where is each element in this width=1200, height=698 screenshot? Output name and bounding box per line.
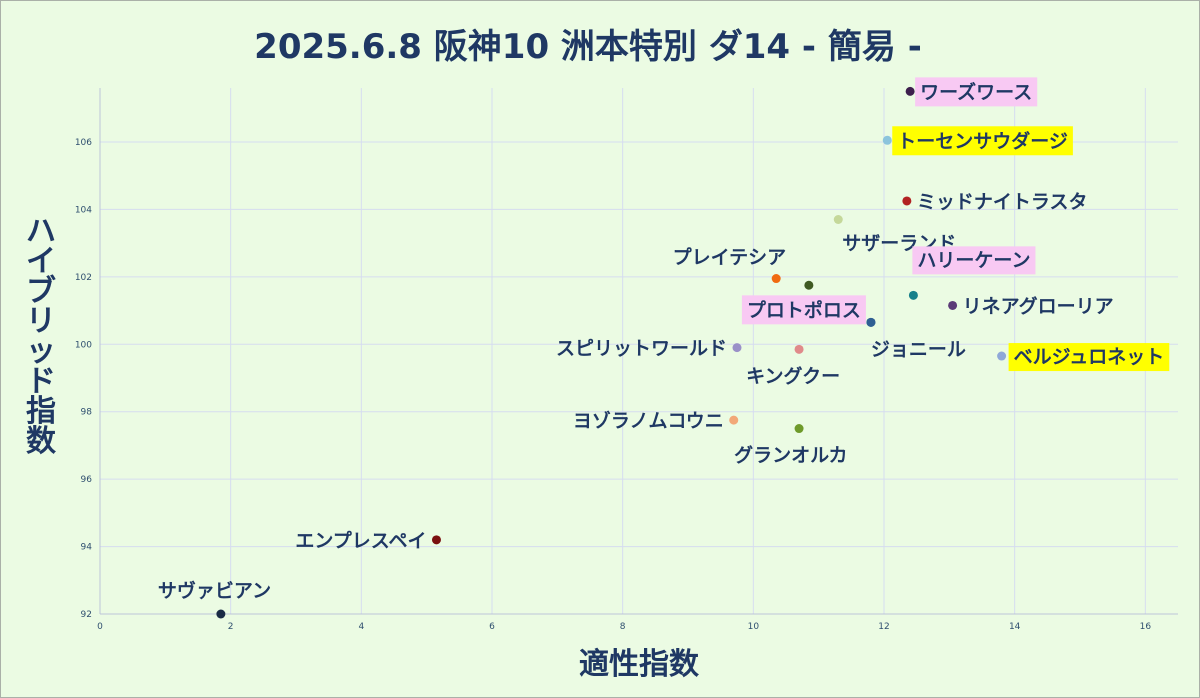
point-label: ジョニール <box>871 338 966 360</box>
label-highlight <box>915 77 1038 107</box>
point-label: リネアグローリア <box>963 294 1114 317</box>
point-label: ベルジュロネット <box>1014 346 1165 368</box>
x-tick-label: 16 <box>1140 622 1152 632</box>
y-tick-label: 102 <box>75 273 92 283</box>
y-tick-label: 106 <box>75 138 92 148</box>
point-label-group: ワーズワース <box>915 77 1038 107</box>
y-tick-label: 104 <box>75 205 92 215</box>
data-point <box>729 415 739 425</box>
label-highlight <box>912 246 1036 275</box>
point-label-group: サヴァビアン <box>158 579 271 602</box>
point-label: プレイテシア <box>673 246 787 269</box>
data-point <box>905 86 915 96</box>
data-point <box>794 424 804 434</box>
y-tick-label: 92 <box>81 610 92 620</box>
data-point <box>902 196 912 206</box>
chart-title: 2025.6.8 阪神10 洲本特別 ダ14 - 簡易 - <box>254 27 922 67</box>
tick-labels: 0 2 4 6 8 10 12 14 16 92 94 96 98 100 102 104 106 <box>75 138 1152 632</box>
point-label-group: スピリットワールド <box>556 338 727 360</box>
point-label-group: プレイテシア <box>673 246 787 269</box>
point-label: サヴァビアン <box>158 579 271 602</box>
x-tick-label: 14 <box>1009 622 1021 632</box>
point-label: ミッドナイトラスタ <box>917 191 1088 213</box>
label-highlight <box>892 126 1073 156</box>
x-tick-label: 8 <box>620 622 626 632</box>
point-label-group: ベルジュロネット <box>1008 343 1170 372</box>
point-label: キングクー <box>746 364 840 387</box>
y-tick-label: 96 <box>81 475 93 485</box>
point-label-group: グランオルカ <box>734 444 847 467</box>
point-label: ワーズワース <box>920 80 1032 103</box>
data-point <box>771 274 781 284</box>
point-label: ハリーケーン <box>917 249 1030 271</box>
data-point <box>948 300 958 310</box>
x-tick-label: 6 <box>489 622 495 632</box>
point-label-group: キングクー <box>746 364 840 387</box>
label-highlight <box>741 295 866 325</box>
point-label: プロトポロス <box>747 298 861 321</box>
data-points <box>216 86 1007 619</box>
point-label-group: リネアグローリア <box>963 294 1114 317</box>
grid-lines <box>99 88 1178 615</box>
data-point <box>997 351 1007 361</box>
x-tick-label: 2 <box>228 622 234 632</box>
data-point <box>833 215 843 224</box>
y-axis-title-text: ハイブリッド指数 <box>26 214 57 459</box>
point-label-group: ヨゾラノムコウニ <box>573 410 724 432</box>
point-label: グランオルカ <box>734 444 847 467</box>
point-label: トーセンサウダージ <box>897 129 1068 152</box>
point-label-group: プロトポロス <box>741 295 866 325</box>
x-tick-label: 0 <box>97 622 103 632</box>
point-label-group: ジョニール <box>871 338 966 360</box>
y-axis-title: ハイブリッド指数 <box>26 214 57 459</box>
data-point <box>908 290 918 300</box>
x-tick-label: 4 <box>358 622 364 632</box>
point-label: スピリットワールド <box>556 338 727 360</box>
y-tick-label: 100 <box>75 340 92 350</box>
point-label-group: ハリーケーン <box>912 246 1036 275</box>
y-tick-label: 94 <box>81 543 93 553</box>
point-label-group: エンプレスペイ <box>295 529 426 552</box>
data-point <box>882 135 892 145</box>
data-point <box>216 609 226 619</box>
data-point <box>732 343 742 353</box>
data-point <box>431 535 441 545</box>
point-label: エンプレスペイ <box>295 529 426 552</box>
data-point <box>794 344 804 354</box>
label-highlight <box>1008 343 1170 372</box>
x-tick-label: 10 <box>748 622 760 632</box>
point-label-group: ミッドナイトラスタ <box>917 191 1088 213</box>
y-tick-label: 98 <box>81 408 93 418</box>
data-point <box>804 280 814 290</box>
x-tick-label: 12 <box>878 622 889 632</box>
data-point <box>866 317 876 327</box>
point-label-group: トーセンサウダージ <box>892 126 1073 156</box>
x-axis-title: 適性指数 <box>579 647 700 682</box>
point-label: ヨゾラノムコウニ <box>573 410 724 432</box>
